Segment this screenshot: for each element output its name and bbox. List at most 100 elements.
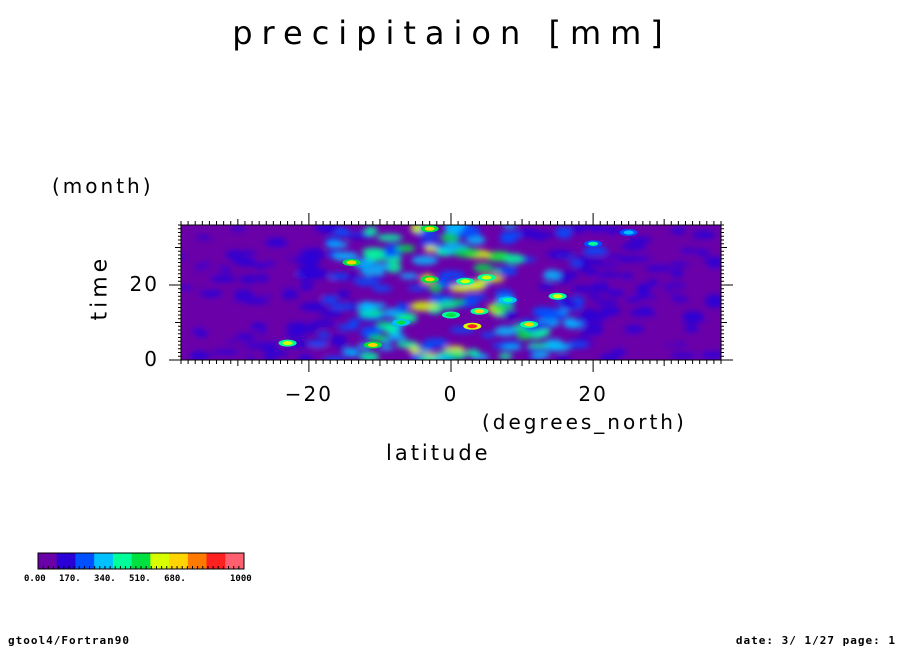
heatmap-cell	[187, 300, 202, 312]
heatmap-cell	[706, 260, 721, 269]
colorbar-label: 510.	[129, 574, 151, 584]
heatmap-cell	[191, 351, 212, 359]
colorbar-segment	[56, 553, 76, 569]
heatmap-cell	[546, 249, 574, 259]
heatmap-hotspot	[446, 313, 456, 317]
x-tick-label: 20	[578, 382, 608, 406]
heatmap-cell	[700, 350, 721, 360]
heatmap-cell	[281, 291, 299, 300]
heatmap-cell	[361, 247, 386, 257]
heatmap-hotspot	[552, 294, 563, 299]
heatmap-cell	[646, 279, 660, 287]
x-tick-label: −20	[284, 382, 333, 406]
heatmap-cell	[268, 288, 282, 295]
heatmap-cell	[410, 225, 424, 234]
heatmap-cell	[660, 248, 681, 255]
heatmap-cell	[680, 247, 697, 254]
heatmap-cell	[452, 298, 466, 305]
footer-program-label: gtool4/Fortran90	[8, 634, 130, 647]
heatmap-cell	[599, 257, 622, 264]
heatmap-cell	[181, 254, 196, 264]
heatmap-cell	[628, 236, 653, 244]
heatmap-cell	[557, 231, 572, 239]
colorbar-segment	[112, 553, 133, 569]
heatmap-cell	[624, 324, 645, 334]
y-axis-unit: (month)	[52, 174, 154, 198]
heatmap-cell	[576, 264, 591, 272]
heatmap-cell	[396, 340, 419, 349]
colorbar-segment	[150, 553, 170, 569]
chart-title: precipitaion [mm]	[232, 14, 672, 52]
heatmap-cell	[555, 277, 572, 284]
heatmap-cell	[578, 259, 601, 266]
heatmap-cell	[540, 311, 568, 320]
colorbar-label: 170.	[59, 574, 81, 584]
heatmap-cell	[348, 318, 361, 327]
heatmap-cell	[259, 336, 276, 343]
heatmap-cell	[428, 282, 443, 293]
heatmap-cell	[373, 263, 392, 269]
heatmap-cell	[327, 273, 348, 280]
heatmap-cell	[555, 354, 570, 360]
heatmap-cell	[263, 328, 291, 340]
heatmap-cell	[670, 296, 690, 303]
heatmap-cell	[329, 303, 354, 310]
heatmap-cell	[317, 331, 330, 338]
heatmap-cell	[705, 299, 721, 308]
heatmap-cell	[543, 269, 561, 281]
heatmap-cell	[418, 356, 436, 360]
heatmap-cell	[480, 332, 496, 338]
colorbar-segment	[38, 553, 58, 569]
heatmap-cell	[208, 225, 225, 232]
heatmap-cell	[675, 253, 696, 261]
heatmap-cell	[612, 347, 627, 357]
heatmap-cell	[624, 344, 642, 354]
heatmap-cell	[576, 225, 601, 230]
heatmap-cell	[619, 332, 644, 339]
heatmap-cell	[209, 274, 237, 283]
heatmap-cell	[396, 302, 409, 313]
heatmap-cell	[668, 261, 690, 267]
heatmap-hotspot	[467, 324, 478, 329]
heatmap-hotspot	[367, 343, 378, 347]
heatmap-cell	[303, 247, 322, 256]
heatmap-cell	[687, 340, 714, 352]
heatmap-cell	[710, 325, 721, 336]
heatmap-cell	[253, 287, 269, 299]
heatmap-cell	[517, 228, 540, 239]
heatmap-cell	[438, 270, 465, 279]
heatmap-cell	[301, 257, 320, 268]
heatmap-cell	[300, 313, 314, 322]
heatmap-cell	[584, 322, 604, 329]
colorbar-segment	[131, 553, 151, 569]
footer-date-page: date: 3/ 1/27 page: 1	[735, 634, 896, 647]
heatmap-cell	[625, 295, 642, 303]
colorbar-segment	[206, 553, 226, 569]
heatmap-hotspot	[524, 322, 535, 327]
heatmap-cell	[652, 310, 669, 317]
heatmap-cell	[383, 325, 399, 334]
heatmap-cell	[639, 305, 653, 313]
heatmap-cell	[417, 231, 440, 239]
heatmap-cell	[313, 225, 342, 233]
heatmap-cell	[428, 307, 443, 315]
colorbar-label: 340.	[94, 574, 116, 584]
heatmap-hotspot	[346, 260, 357, 265]
heatmap-cell	[357, 301, 376, 313]
heatmap-cell	[411, 255, 439, 265]
heatmap-cell	[605, 316, 618, 326]
heatmap-cell	[664, 306, 678, 317]
heatmap-cell	[603, 226, 625, 235]
heatmap-cell	[620, 242, 648, 251]
heatmap-cell	[273, 282, 297, 290]
heatmap-cell	[195, 330, 209, 338]
heatmap-cell	[595, 271, 623, 278]
heatmap-cell	[572, 317, 594, 323]
heatmap-cell	[233, 289, 254, 299]
heatmap-cell	[417, 343, 434, 352]
heatmap-cell	[443, 225, 469, 231]
heatmap-cell	[235, 333, 256, 340]
heatmap-cell	[453, 247, 481, 258]
heatmap-cell	[630, 317, 657, 325]
heatmap-hotspot	[460, 279, 471, 284]
